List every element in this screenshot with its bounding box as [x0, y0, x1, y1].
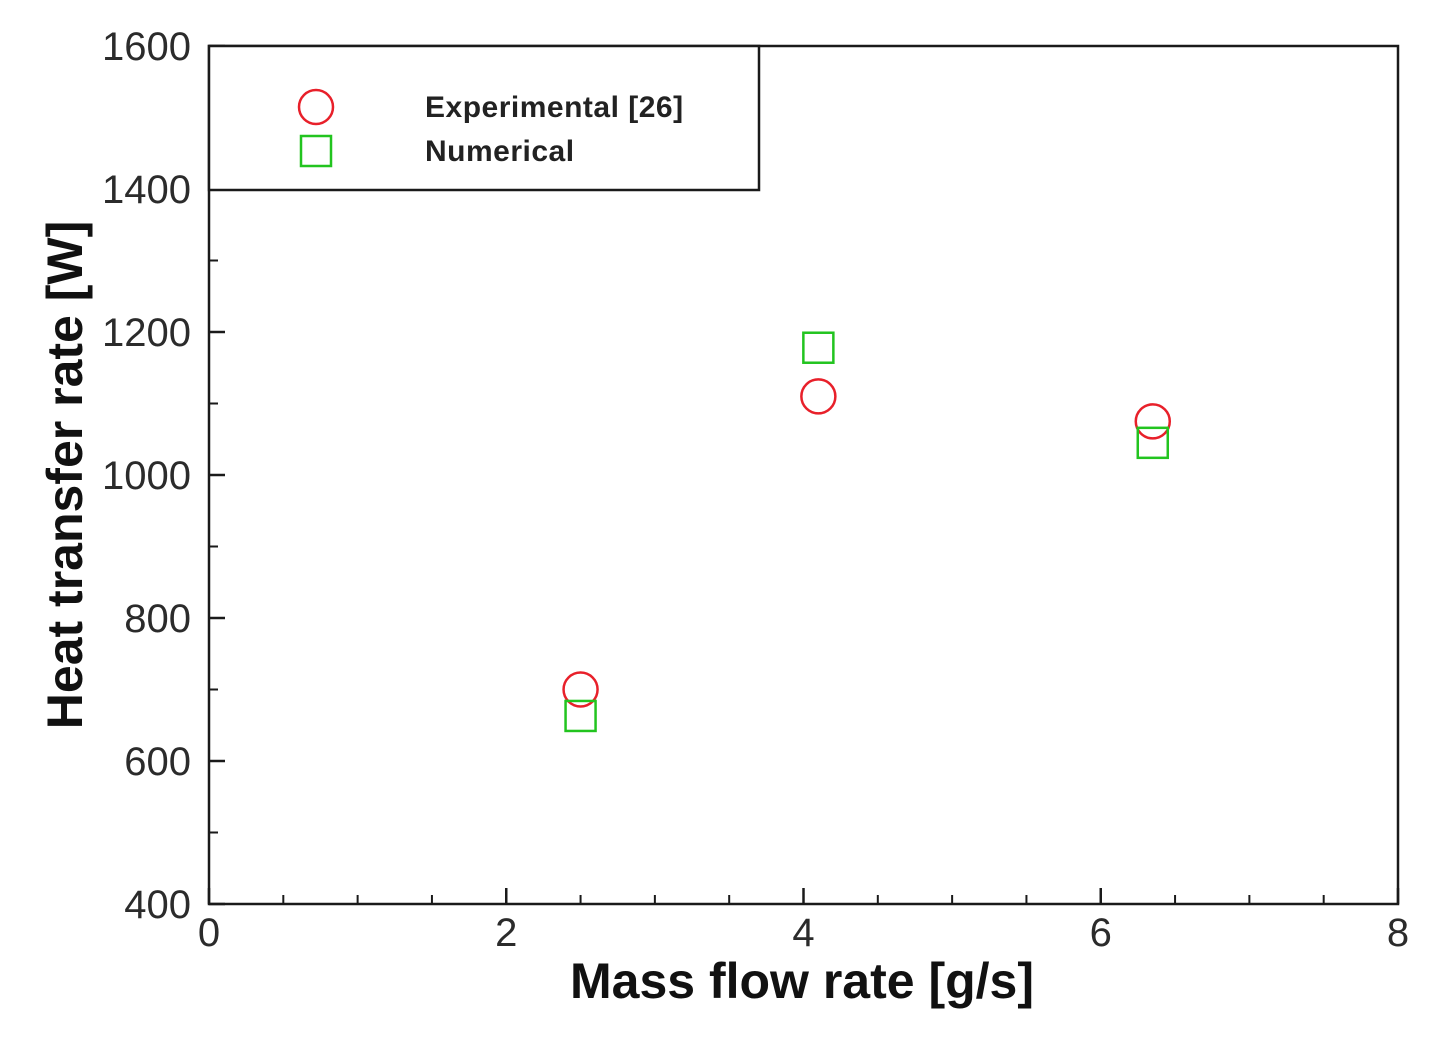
x-tick-label: 2: [495, 911, 517, 955]
x-axis-title: Mass flow rate [g/s]: [570, 953, 1034, 1009]
legend-label: Numerical: [425, 135, 575, 168]
data-points: [562, 331, 1172, 733]
legend: Experimental [26] Numerical: [207, 44, 761, 192]
legend-square-icon: [299, 134, 333, 168]
experimental-point: [562, 671, 599, 708]
y-tick-label: 600: [124, 740, 191, 784]
numerical-point: [1136, 426, 1170, 460]
experimental-point: [1134, 403, 1172, 440]
tick-labels: 0 2 4 6 8 400 600 800 1000 1200 1400 1600: [102, 25, 1409, 955]
y-axis-title: Heat transfer rate [W]: [37, 221, 93, 729]
y-tick-label: 800: [124, 597, 191, 641]
y-tick-label: 400: [124, 883, 191, 927]
y-tick-label: 1000: [102, 454, 191, 498]
x-tick-label: 0: [198, 911, 220, 955]
x-tick-label: 4: [792, 911, 814, 955]
x-tick-label: 8: [1387, 911, 1409, 955]
y-tick-label: 1200: [102, 311, 191, 355]
y-tick-label: 1400: [102, 168, 191, 212]
numerical-point: [564, 699, 597, 733]
x-tick-label: 6: [1090, 911, 1112, 955]
experimental-point: [800, 378, 837, 415]
y-tick-label: 1600: [102, 25, 191, 69]
legend-circle-icon: [297, 88, 335, 126]
numerical-point: [802, 331, 835, 364]
legend-label: Experimental [26]: [425, 91, 684, 124]
